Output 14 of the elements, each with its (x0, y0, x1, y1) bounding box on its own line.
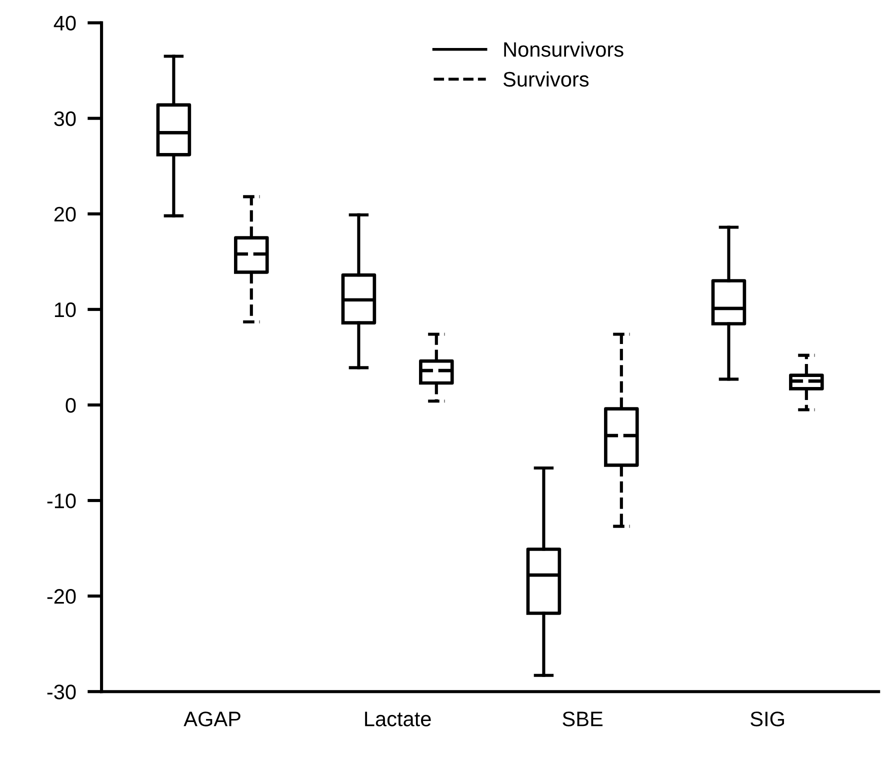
legend-label: Nonsurvivors (504, 42, 624, 57)
x-tick-label: SBE (562, 712, 603, 726)
y-tick-label: 30 (54, 111, 76, 126)
x-tick-label: AGAP (184, 712, 240, 726)
y-tick-label: -10 (47, 494, 76, 508)
y-tick-label: 10 (54, 302, 76, 318)
legend-label: Survivors (503, 71, 589, 87)
x-tick-label: Lactate (365, 712, 431, 726)
y-tick-label: 0 (66, 398, 76, 413)
y-tick-label: 20 (54, 206, 76, 222)
y-tick-label: 40 (54, 16, 76, 31)
y-tick-label: -20 (47, 589, 76, 604)
y-tick-label: -30 (47, 684, 76, 700)
x-tick-label: SIG (750, 712, 784, 726)
